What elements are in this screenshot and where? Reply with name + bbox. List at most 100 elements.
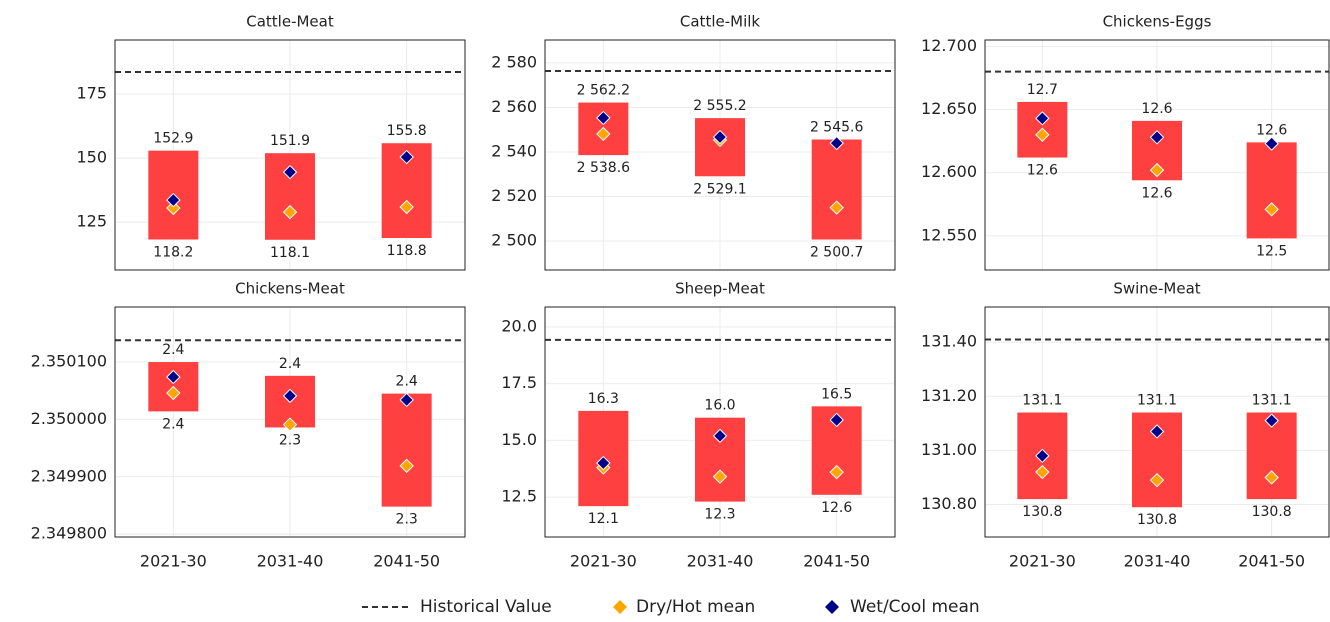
y-tick-label: 131.20 — [921, 386, 977, 405]
panel-border — [984, 39, 1330, 271]
dry-mean-marker — [399, 458, 414, 474]
y-tick-label: 2.350100 — [31, 352, 107, 371]
y-tick-label: 12.600 — [921, 162, 977, 181]
y-tick-label: 175 — [76, 84, 107, 103]
y-tick-label: 150 — [76, 148, 107, 167]
panel-border — [544, 39, 896, 271]
wet-mean-marker — [399, 392, 414, 408]
y-tick-label: 131.00 — [921, 440, 977, 459]
wet-mean-marker — [1035, 448, 1050, 464]
panel-border — [984, 306, 1330, 538]
low-label: 2 529.1 — [693, 181, 746, 197]
low-label: 130.8 — [1022, 504, 1062, 520]
y-tick-label: 2.349800 — [31, 524, 107, 543]
high-label: 152.9 — [153, 131, 193, 147]
wet-mean-marker — [282, 164, 298, 180]
high-label: 16.5 — [821, 386, 852, 402]
low-label: 118.2 — [153, 245, 193, 261]
range-bar — [1246, 142, 1297, 239]
dry-mean-marker — [1035, 464, 1050, 480]
x-tick-label: 2031-40 — [257, 552, 324, 571]
low-label: 2.4 — [162, 416, 184, 432]
y-tick-label: 12.550 — [921, 225, 977, 244]
y-tick-label: 15.0 — [501, 430, 537, 449]
wet-mean-marker — [1264, 413, 1279, 428]
high-label: 151.9 — [270, 133, 310, 149]
panel-title: Chickens-Eggs — [1103, 13, 1212, 31]
high-label: 2.4 — [396, 374, 418, 390]
y-tick-label: 2 560 — [491, 97, 537, 116]
y-tick-label: 2.350000 — [31, 409, 107, 428]
x-tick-label: 2041-50 — [373, 552, 440, 571]
x-tick-label: 2041-50 — [1238, 552, 1305, 571]
panel-border — [114, 39, 466, 271]
dry-mean-marker — [829, 200, 844, 215]
y-tick-label: 125 — [76, 212, 107, 231]
y-tick-label: 17.5 — [501, 373, 537, 392]
dry-mean-marker — [399, 199, 414, 215]
dry-mean-marker — [829, 464, 844, 480]
panel-title: Swine-Meat — [1113, 280, 1200, 298]
y-tick-label: 2 580 — [491, 52, 537, 71]
dry-mean-marker — [596, 126, 611, 142]
range-bar — [381, 393, 432, 507]
panel-border — [544, 306, 896, 538]
high-label: 12.7 — [1027, 82, 1058, 98]
legend-label: Dry/Hot mean — [636, 597, 755, 617]
y-tick-label: 131.40 — [921, 332, 977, 351]
low-label: 118.8 — [387, 243, 427, 259]
legend-dry — [613, 600, 627, 614]
high-label: 12.6 — [1256, 122, 1287, 138]
dry-mean-marker — [166, 385, 181, 401]
low-label: 118.1 — [270, 245, 310, 261]
high-label: 2 562.2 — [577, 83, 630, 99]
wet-mean-marker — [166, 369, 181, 385]
wet-mean-marker — [1264, 136, 1279, 151]
high-label: 131.1 — [1022, 393, 1062, 409]
legend-wet — [825, 600, 839, 614]
y-tick-label: 12.700 — [921, 36, 977, 55]
dry-mean-marker — [1264, 470, 1279, 485]
wet-mean-marker — [596, 110, 611, 126]
legend-label: Historical Value — [420, 597, 552, 617]
panel-title: Cattle-Meat — [246, 13, 334, 31]
dry-mean-marker — [282, 204, 298, 220]
wet-mean-marker — [166, 192, 181, 208]
low-label: 130.8 — [1137, 512, 1177, 528]
dry-mean-marker — [1264, 202, 1279, 217]
x-tick-label: 2021-30 — [1009, 552, 1076, 571]
x-tick-label: 2021-30 — [140, 552, 207, 571]
dry-mean-marker — [1035, 127, 1050, 142]
y-tick-label: 12.650 — [921, 99, 977, 118]
high-label: 2 555.2 — [693, 98, 746, 114]
y-tick-label: 2 500 — [491, 231, 537, 250]
wet-mean-marker — [596, 455, 611, 471]
y-tick-label: 2 520 — [491, 186, 537, 205]
dry-mean-marker — [712, 469, 728, 484]
high-label: 12.6 — [1141, 101, 1172, 117]
y-tick-label: 2.349900 — [31, 466, 107, 485]
wet-mean-marker — [712, 428, 728, 444]
panel-border — [114, 306, 466, 538]
high-label: 16.3 — [588, 391, 619, 407]
panel-title: Sheep-Meat — [675, 280, 765, 298]
low-label: 2.3 — [279, 432, 301, 448]
wet-mean-marker — [282, 388, 298, 404]
high-label: 2.4 — [279, 356, 301, 372]
wet-mean-marker — [829, 412, 844, 428]
wet-mean-marker — [829, 135, 844, 151]
wet-mean-marker — [399, 149, 414, 165]
y-tick-label: 12.5 — [501, 487, 537, 506]
low-label: 12.5 — [1256, 243, 1287, 259]
high-label: 2 545.6 — [810, 120, 864, 136]
x-tick-label: 2031-40 — [1124, 552, 1191, 571]
low-label: 12.6 — [1141, 185, 1172, 201]
wet-mean-marker — [712, 129, 728, 145]
panel-title: Cattle-Milk — [680, 13, 761, 31]
range-bar — [695, 118, 745, 177]
low-label: 12.6 — [1027, 163, 1058, 179]
range-bar — [811, 139, 862, 240]
x-tick-label: 2041-50 — [803, 552, 870, 571]
y-tick-label: 20.0 — [501, 316, 537, 335]
